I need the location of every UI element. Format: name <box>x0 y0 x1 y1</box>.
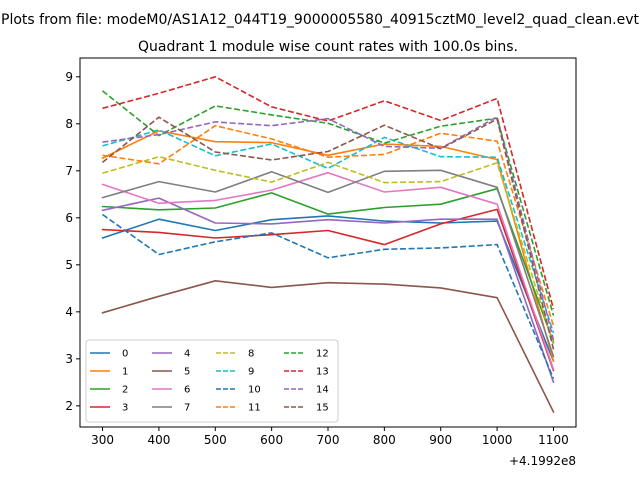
series-layer <box>101 76 555 413</box>
x-axis: 300 400 500 600 700 800 900 1000 1100 <box>91 427 569 447</box>
y-tick-label: 2 <box>65 399 73 413</box>
legend-label-15: 15 <box>316 403 329 414</box>
legend-label-14: 14 <box>316 385 329 396</box>
legend-label-9: 9 <box>248 367 254 378</box>
x-tick-label: 800 <box>373 433 396 447</box>
series-line-1 <box>101 130 555 363</box>
series-line-8 <box>102 155 555 345</box>
x-tick-label: 700 <box>317 433 340 447</box>
x-tick-label: 500 <box>204 433 227 447</box>
legend-label-11: 11 <box>248 403 261 414</box>
y-tick-label: 6 <box>65 211 73 225</box>
series-line-13 <box>102 76 555 310</box>
x-tick-label: 1100 <box>538 433 569 447</box>
y-tick-label: 7 <box>65 164 73 178</box>
legend-label-3: 3 <box>122 403 128 414</box>
x-tick-label: 300 <box>91 433 114 447</box>
series-line-4 <box>101 197 555 384</box>
series-line-0 <box>101 215 555 363</box>
series-line-3 <box>101 208 555 372</box>
legend-label-1: 1 <box>122 367 128 378</box>
series-line-5 <box>101 279 555 413</box>
series-line-7 <box>101 169 555 358</box>
series-line-10 <box>102 213 555 379</box>
legend-box <box>85 339 339 423</box>
series-line-12 <box>102 90 555 316</box>
y-tick-label: 5 <box>65 258 73 272</box>
x-tick-label: 900 <box>429 433 452 447</box>
legend-label-7: 7 <box>184 403 190 414</box>
legend-label-13: 13 <box>316 367 329 378</box>
series-line-6 <box>101 171 555 371</box>
series-line-9 <box>102 129 555 334</box>
legend-label-2: 2 <box>122 385 128 396</box>
legend-label-0: 0 <box>122 349 128 360</box>
legend-label-4: 4 <box>184 349 190 360</box>
y-tick-label: 4 <box>65 305 73 319</box>
chart-title: Quadrant 1 module wise count rates with … <box>138 39 518 55</box>
y-tick-label: 9 <box>65 70 73 84</box>
legend-label-6: 6 <box>184 385 190 396</box>
x-tick-label: 400 <box>147 433 170 447</box>
x-tick-label: 1000 <box>482 433 513 447</box>
series-line-11 <box>102 124 555 327</box>
legend-label-10: 10 <box>248 385 261 396</box>
y-axis: 2 3 4 5 6 7 8 9 <box>65 70 80 413</box>
chart-suptitle: Plots from file: modeM0/AS1A12_044T19_90… <box>1 12 639 28</box>
legend-label-8: 8 <box>248 349 254 360</box>
series-line-14 <box>102 116 555 341</box>
y-tick-label: 3 <box>65 352 73 366</box>
x-tick-label: 600 <box>260 433 283 447</box>
legend-label-5: 5 <box>184 367 190 378</box>
series-line-15 <box>101 116 555 350</box>
legend-label-12: 12 <box>316 349 329 360</box>
x-offset-label: +4.1992e8 <box>509 454 576 468</box>
series-line-2 <box>101 187 555 344</box>
y-tick-label: 8 <box>65 117 73 131</box>
